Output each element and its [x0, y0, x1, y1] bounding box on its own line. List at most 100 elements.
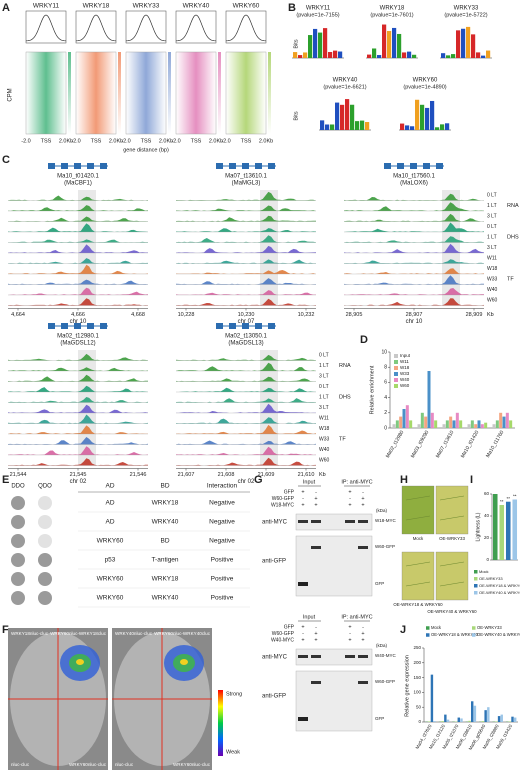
bar	[495, 420, 499, 428]
fruit-image	[401, 551, 435, 601]
logo-letter	[298, 55, 303, 58]
sign: +	[361, 496, 364, 502]
track-label: W33	[319, 437, 330, 443]
legend-label: OE-WRKY18 & WRKY60	[479, 583, 520, 588]
sample-row-label: GFP	[284, 624, 295, 630]
exon	[100, 323, 107, 329]
y-tick-label: 250	[413, 645, 421, 650]
logo-letter	[377, 55, 382, 58]
signal-track	[176, 228, 316, 232]
x-tick-label: 21,546	[130, 472, 147, 478]
track-label: 1 LT	[487, 203, 497, 209]
signal-track	[8, 437, 148, 445]
bar	[446, 719, 450, 722]
motif-pvalue: (pvalue=1e-5722)	[444, 12, 487, 18]
signal-track	[176, 403, 316, 413]
blot	[295, 535, 373, 597]
bar	[445, 420, 449, 428]
x-tick-label: 21,608	[218, 472, 235, 478]
bar	[471, 701, 474, 722]
logo-letter	[471, 34, 476, 58]
logo-letter	[372, 48, 377, 58]
exon	[268, 163, 275, 169]
logo-letter	[451, 54, 456, 58]
legend-swatch	[474, 584, 478, 588]
blot-header: IP: anti-MYC	[341, 614, 372, 620]
bar	[505, 412, 509, 428]
kda-label: (kDa)	[376, 508, 388, 513]
sign: -	[315, 489, 317, 495]
significance: **	[500, 499, 504, 504]
scale-label: Weak	[226, 749, 240, 755]
logo-letter	[461, 28, 466, 58]
y-axis-label: Relative gene expression	[404, 655, 410, 717]
gene-name: Ma07_t13610.1	[225, 174, 267, 180]
sign: +	[314, 631, 317, 637]
band	[298, 520, 308, 523]
antibody-label: anti-MYC	[262, 520, 288, 526]
exon	[100, 163, 107, 169]
yeast-spot	[11, 534, 25, 548]
yeast-spot	[11, 553, 25, 567]
peel-texture	[439, 495, 465, 501]
logo-letter	[365, 122, 370, 130]
bar	[484, 422, 488, 428]
logo-letter	[333, 50, 338, 58]
panel-label: G	[254, 474, 263, 486]
bar	[417, 424, 421, 428]
logo-letter	[318, 32, 323, 58]
bar	[513, 717, 517, 722]
gene-name: Ma10_t17560.1	[393, 174, 435, 180]
fruit-image	[435, 551, 469, 601]
logo-letter	[446, 55, 451, 58]
profile-line	[25, 14, 67, 42]
bar	[395, 420, 399, 428]
bar	[499, 505, 505, 560]
legend-swatch	[394, 372, 398, 376]
heatmap	[75, 51, 117, 135]
bar	[424, 416, 428, 428]
luminescence	[180, 659, 188, 665]
table-cell: WRKY40	[152, 519, 179, 526]
logo-letter	[350, 104, 355, 130]
x-tick-label: 21,610	[298, 472, 315, 478]
bar	[405, 405, 409, 428]
track-label: 0 LT	[319, 353, 329, 359]
table-cell: Positive	[211, 576, 234, 583]
band	[358, 681, 368, 684]
logo-letter	[412, 54, 417, 58]
gene-alias: (MaGDSL13)	[228, 341, 263, 347]
signal-track	[344, 288, 484, 295]
track-label: 0 LT	[487, 224, 497, 230]
luminescence	[76, 659, 84, 665]
yeast-spot	[11, 515, 25, 529]
legend-swatch	[474, 577, 478, 581]
sign: -	[349, 631, 351, 637]
blot	[295, 648, 373, 666]
x-tick-label: 10,232	[298, 312, 315, 318]
panel-label: F	[2, 624, 9, 636]
group-label: RNA	[507, 203, 519, 209]
peel-texture	[405, 495, 431, 501]
band	[311, 681, 321, 684]
peel-texture	[439, 561, 465, 567]
yeast-spot	[38, 534, 52, 548]
legend-swatch	[474, 591, 478, 595]
chromosome-label: chr 02	[70, 479, 87, 485]
legend-swatch	[394, 366, 398, 370]
signal-track	[344, 243, 484, 253]
y-tick-label: 40	[484, 513, 490, 518]
bar	[399, 416, 403, 428]
bar	[420, 412, 424, 428]
signal-track	[176, 440, 316, 445]
heatmap	[25, 51, 67, 135]
legend-label: OE-WRKY18 & WRKY60	[431, 632, 479, 637]
sign: +	[314, 496, 317, 502]
blot	[295, 513, 373, 531]
signal-track	[176, 446, 316, 455]
group-label: RNA	[339, 363, 351, 369]
table-cell: BD	[160, 538, 169, 545]
x-tick-label: 10,230	[238, 312, 255, 318]
logo-letter	[410, 126, 415, 130]
logo-letter	[476, 52, 481, 58]
